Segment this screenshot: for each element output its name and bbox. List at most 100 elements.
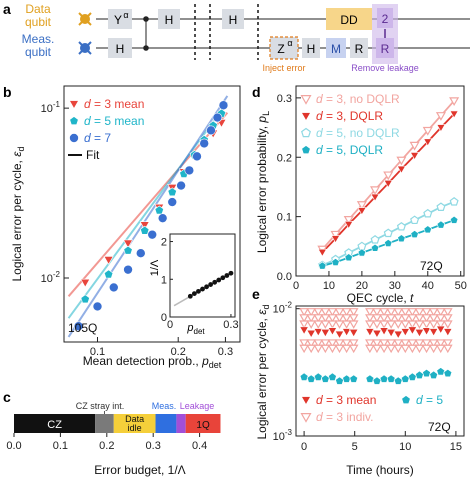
data-point bbox=[383, 171, 394, 181]
data-point-indiv bbox=[372, 339, 382, 348]
data-point bbox=[330, 230, 341, 240]
gate-r-label: R bbox=[355, 42, 364, 56]
x-tick-label: 5 bbox=[352, 441, 358, 453]
data-point bbox=[379, 327, 389, 336]
data-point-indiv bbox=[435, 308, 446, 317]
data-point bbox=[397, 234, 406, 243]
gate-dd bbox=[326, 8, 372, 30]
segment-label: Meas. bbox=[152, 401, 177, 411]
data-point-indiv bbox=[421, 308, 432, 317]
x-tick-label: 15 bbox=[450, 441, 462, 453]
segment-label: idle bbox=[128, 423, 142, 433]
data-point-indiv bbox=[372, 308, 382, 317]
data-point bbox=[342, 374, 351, 383]
data-point bbox=[103, 269, 114, 279]
data-point-indiv bbox=[386, 344, 396, 354]
data-point bbox=[327, 327, 338, 336]
data-point-indiv bbox=[386, 308, 396, 317]
inset-point bbox=[191, 291, 197, 297]
data-point bbox=[92, 301, 103, 312]
y-axis-label: Logical error per cycle, εd bbox=[255, 304, 271, 439]
data-point-indiv bbox=[334, 320, 345, 329]
data-point-indiv bbox=[407, 314, 418, 323]
data-point bbox=[443, 368, 453, 378]
data-point bbox=[386, 329, 396, 338]
data-point-indiv bbox=[348, 314, 359, 323]
panel-e-chart: 0 5 10 15 10-3 10-2 d = 3 mean d = 3 indiv. d =… bbox=[255, 301, 465, 477]
segment-label: 1Q bbox=[196, 420, 210, 431]
x-tick-label: 30 bbox=[389, 280, 401, 292]
legend-marker bbox=[69, 116, 79, 125]
annotation-72q: 72Q bbox=[420, 259, 443, 273]
data-point bbox=[423, 208, 433, 218]
inject-error-label: Inject error bbox=[262, 63, 305, 73]
data-point-indiv bbox=[372, 314, 382, 323]
data-point bbox=[299, 326, 309, 335]
data-point bbox=[370, 193, 380, 202]
data-point-indiv bbox=[341, 314, 352, 323]
inset-point bbox=[204, 284, 209, 290]
data-point-indiv bbox=[306, 314, 317, 323]
data-point-indiv bbox=[379, 320, 389, 329]
data-point-indiv bbox=[334, 339, 345, 348]
data-point-indiv bbox=[379, 314, 389, 323]
gate-2-label: 2 bbox=[382, 12, 389, 26]
data-point bbox=[108, 282, 119, 293]
data-point bbox=[348, 329, 359, 338]
data-point-indiv bbox=[435, 320, 446, 329]
data-point-indiv bbox=[414, 339, 425, 348]
x-tick-label: 0.1 bbox=[90, 346, 105, 358]
inset-frame bbox=[169, 233, 236, 318]
data-point-indiv bbox=[414, 320, 425, 329]
data-point-indiv bbox=[334, 344, 345, 354]
gate-m-label: M bbox=[331, 42, 341, 56]
data-point bbox=[123, 264, 133, 275]
data-point-indiv bbox=[421, 320, 432, 329]
data-point-indiv bbox=[320, 339, 331, 348]
x-tick-label: 0 bbox=[293, 280, 299, 292]
budget-segment bbox=[113, 414, 156, 433]
data-point-indiv bbox=[341, 344, 352, 354]
inset-x-label: pdet bbox=[186, 322, 205, 336]
data-point bbox=[335, 376, 344, 385]
data-point-indiv bbox=[386, 314, 396, 323]
data-point-indiv bbox=[365, 344, 375, 354]
data-point bbox=[318, 261, 327, 270]
data-point bbox=[443, 328, 453, 337]
data-point-indiv bbox=[348, 344, 359, 354]
y-tick-label: 0.0 bbox=[277, 271, 292, 283]
x-tick-label: 0.3 bbox=[146, 440, 161, 452]
data-point-indiv bbox=[327, 314, 338, 323]
meas-qubit-icon bbox=[78, 41, 92, 55]
legend-label: d = 3 mean bbox=[316, 393, 376, 407]
data-point bbox=[449, 215, 459, 224]
gate-r-1 bbox=[350, 38, 368, 58]
data-point-indiv bbox=[313, 339, 324, 348]
panel-label-e: e bbox=[252, 286, 260, 302]
data-point-indiv bbox=[400, 314, 411, 323]
data-point bbox=[357, 241, 367, 251]
data-point-indiv bbox=[348, 320, 359, 329]
data-point bbox=[372, 329, 382, 339]
data-point bbox=[400, 328, 411, 337]
legend-marker bbox=[301, 127, 311, 138]
data-point bbox=[343, 215, 354, 225]
legend-marker bbox=[300, 396, 312, 406]
data-point bbox=[449, 110, 459, 119]
legend-label: d = 3 indiv. bbox=[316, 410, 374, 424]
data-point bbox=[393, 330, 403, 340]
budget-segment bbox=[95, 414, 114, 433]
data-point-indiv bbox=[372, 320, 382, 329]
data-point-indiv bbox=[306, 344, 317, 354]
data-point-indiv bbox=[393, 339, 404, 348]
data-point-indiv bbox=[320, 320, 331, 329]
data-point-indiv bbox=[400, 320, 411, 329]
data-point bbox=[73, 321, 84, 332]
data-point bbox=[320, 329, 331, 338]
data-point-indiv bbox=[407, 308, 418, 317]
data-point bbox=[409, 141, 420, 151]
data-point bbox=[218, 100, 229, 111]
segment-label: CZ stray int. bbox=[76, 401, 125, 411]
data-point-indiv bbox=[299, 314, 309, 323]
